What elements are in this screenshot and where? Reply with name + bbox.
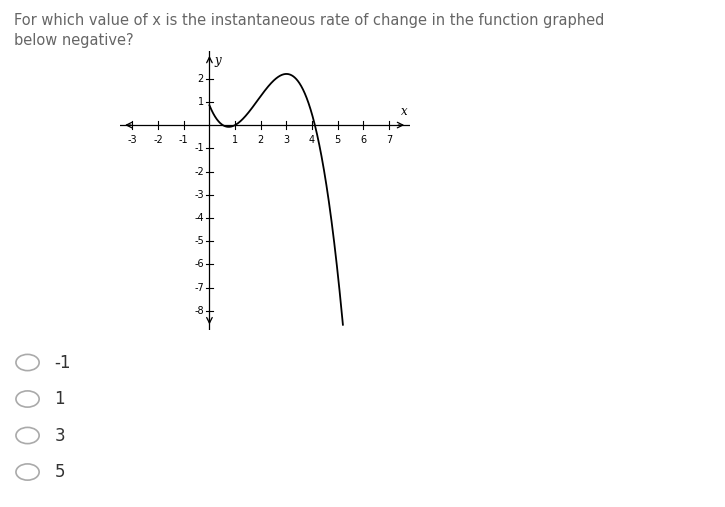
- Text: 1: 1: [54, 390, 65, 408]
- Text: 6: 6: [360, 135, 367, 145]
- Text: -3: -3: [128, 135, 137, 145]
- Text: 3: 3: [283, 135, 289, 145]
- Text: 5: 5: [54, 463, 65, 481]
- Text: -2: -2: [153, 135, 163, 145]
- Text: x: x: [401, 104, 407, 118]
- Text: -2: -2: [194, 166, 204, 176]
- Text: -8: -8: [194, 306, 204, 316]
- Text: -1: -1: [194, 143, 204, 153]
- Text: 3: 3: [54, 426, 65, 445]
- Text: -6: -6: [194, 260, 204, 270]
- Text: -1: -1: [179, 135, 188, 145]
- Text: 2: 2: [257, 135, 264, 145]
- Text: 7: 7: [386, 135, 392, 145]
- Text: 1: 1: [232, 135, 239, 145]
- Text: 4: 4: [309, 135, 315, 145]
- Text: 5: 5: [335, 135, 341, 145]
- Text: For which value of x is the instantaneous rate of change in the function graphed: For which value of x is the instantaneou…: [14, 13, 605, 28]
- Text: 1: 1: [198, 97, 204, 107]
- Text: y: y: [214, 54, 220, 67]
- Text: -5: -5: [194, 236, 204, 246]
- Text: -1: -1: [54, 353, 71, 372]
- Text: -7: -7: [194, 283, 204, 293]
- Text: 2: 2: [197, 74, 204, 84]
- Text: -4: -4: [194, 213, 204, 223]
- Text: below negative?: below negative?: [14, 33, 134, 48]
- Text: -3: -3: [194, 190, 204, 200]
